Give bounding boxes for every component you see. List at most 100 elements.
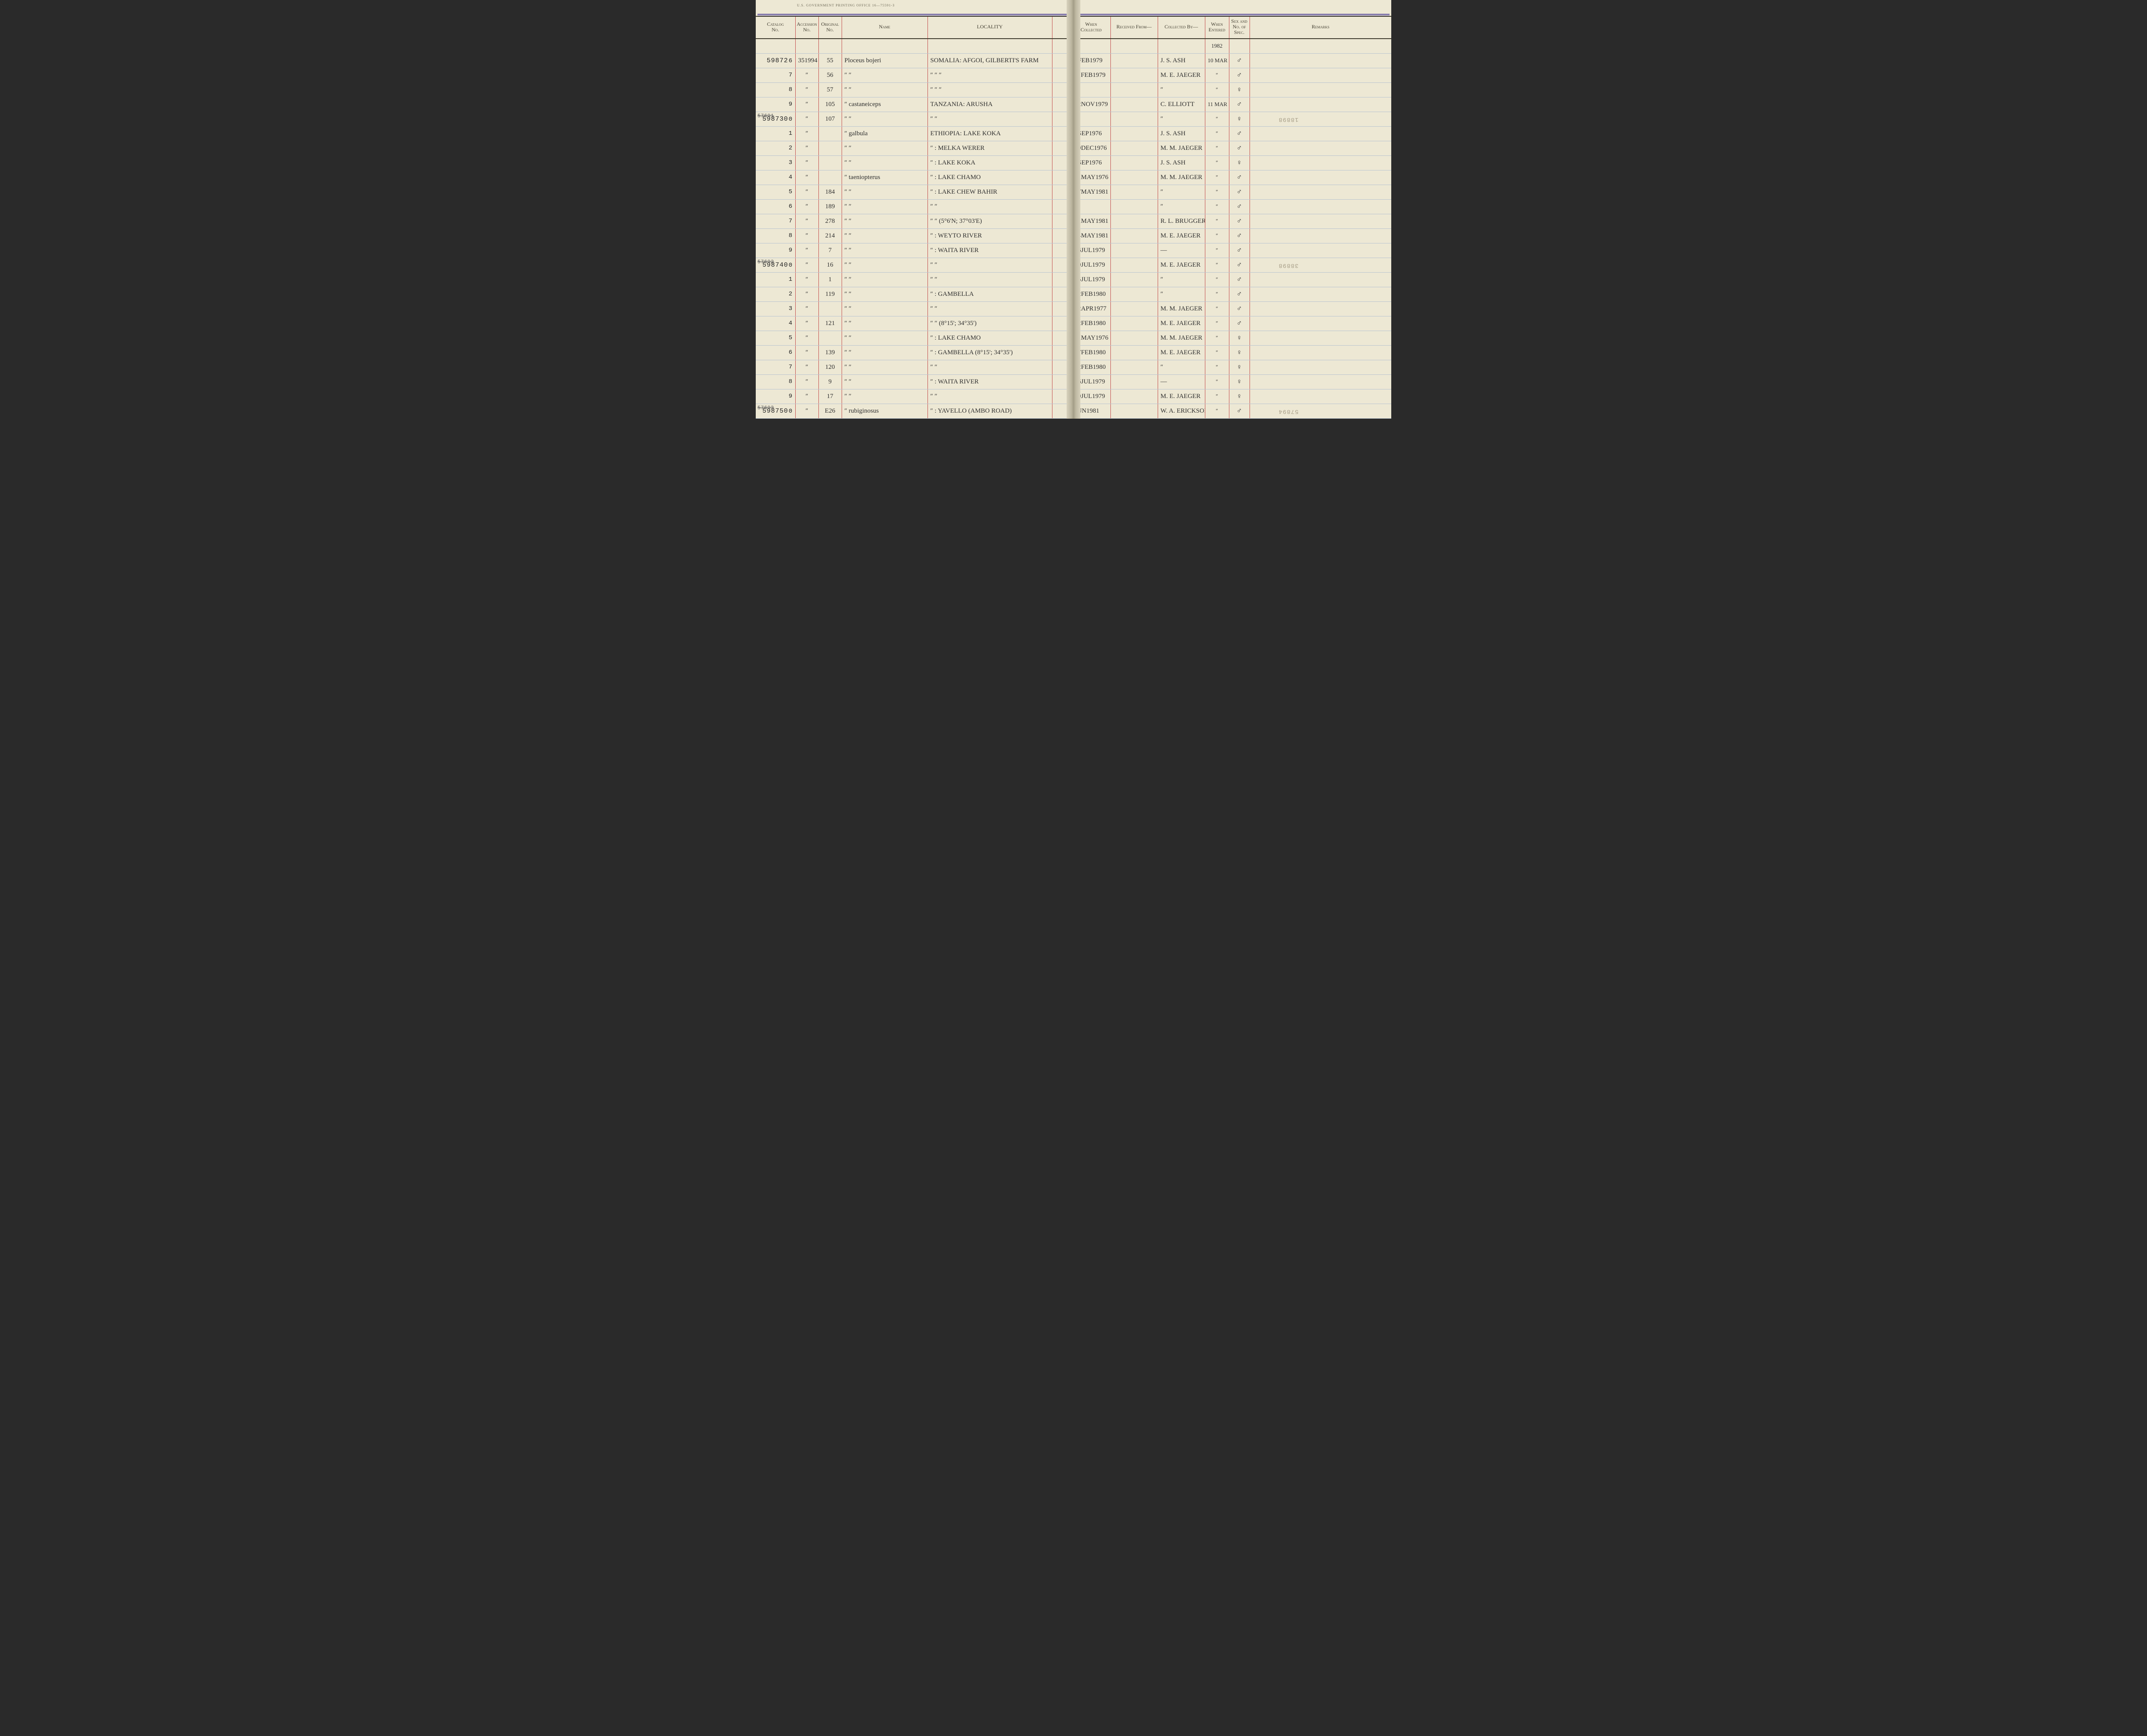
- accession-cell: ″: [795, 389, 818, 404]
- received-cell: [1110, 316, 1158, 331]
- catalog-suffix: 3: [788, 159, 793, 166]
- table-row: 3″″ ″″ : LAKE KOKA37SEP1976J. S. ASH″♀: [756, 155, 1391, 170]
- accession-cell: ″: [795, 97, 818, 112]
- catalog-cell: 5: [756, 331, 795, 345]
- original-cell: 119: [818, 287, 842, 301]
- remarks-cell: [1250, 53, 1391, 68]
- when-entered-cell: ″: [1205, 331, 1229, 345]
- received-cell: [1110, 287, 1158, 301]
- when-collected-cell: ″: [1072, 199, 1110, 214]
- locality-cell: TANZANIA: ARUSHA: [928, 97, 1052, 112]
- when-entered-cell: 11 MAR: [1205, 97, 1229, 112]
- collected-by-cell: M. M. JAEGER: [1158, 141, 1205, 155]
- original-cell: 1: [818, 272, 842, 287]
- when-entered-cell: ″: [1205, 228, 1229, 243]
- line-number-cell: 0: [1052, 258, 1072, 272]
- name-cell: Ploceus bojeri: [842, 53, 928, 68]
- received-cell: [1110, 389, 1158, 404]
- table-row: 5″″ ″″ : LAKE CHAMO531MAY1976M. M. JAEGE…: [756, 331, 1391, 345]
- catalog-prefix: 59872: [766, 57, 788, 64]
- catalog-suffix: 7: [788, 364, 793, 371]
- remarks-faded: 18898: [1253, 116, 1299, 123]
- catalog-suffix: 5: [788, 188, 793, 195]
- table-row: 6″139″ ″″ : GAMBELLA (8°15'; 34°35')617F…: [756, 345, 1391, 360]
- accession-cell: ″: [795, 360, 818, 374]
- when-entered-cell: ″: [1205, 199, 1229, 214]
- sex-cell: ♀: [1229, 360, 1250, 374]
- accession-cell: ″: [795, 199, 818, 214]
- locality-cell: ″ ″: [928, 389, 1052, 404]
- remarks-cell: [1250, 243, 1391, 258]
- original-cell: 56: [818, 68, 842, 82]
- catalog-suffix: 7: [788, 218, 793, 225]
- original-cell: 278: [818, 214, 842, 228]
- collected-by-cell: M. M. JAEGER: [1158, 170, 1205, 185]
- original-cell: E26: [818, 404, 842, 418]
- catalog-cell: 7: [756, 214, 795, 228]
- received-cell: [1110, 272, 1158, 287]
- collected-by-cell: M. M. JAEGER: [1158, 301, 1205, 316]
- original-cell: 189: [818, 199, 842, 214]
- catalog-strike: 57692: [757, 259, 774, 265]
- catalog-suffix: 8: [788, 378, 793, 385]
- collected-by-cell: J. S. ASH: [1158, 126, 1205, 141]
- table-row: 59872635199455Ploceus bojeriSOMALIA: AFG…: [756, 53, 1391, 68]
- table-row: 2″″ ″″ : MELKA WERER229DEC1976M. M. JAEG…: [756, 141, 1391, 155]
- col-collected: Collected By—: [1158, 16, 1205, 39]
- remarks-cell: [1250, 97, 1391, 112]
- catalog-suffix: 5: [788, 334, 793, 341]
- line-number-cell: 9: [1052, 389, 1072, 404]
- line-number-cell: 8: [1052, 82, 1072, 97]
- collected-by-cell: ″: [1158, 272, 1205, 287]
- accession-cell: ″: [795, 214, 818, 228]
- when-entered-cell: ″: [1205, 287, 1229, 301]
- entered-year-cell: 1982: [1205, 39, 1229, 54]
- received-cell: [1110, 112, 1158, 126]
- col-when-collected: WhenCollected: [1072, 16, 1110, 39]
- collected-by-cell: ″: [1158, 360, 1205, 374]
- when-collected-cell: 16JUL1979: [1072, 374, 1110, 389]
- collected-by-cell: C. ELLIOTT: [1158, 97, 1205, 112]
- col-sex: Sex andNo. ofSpec.: [1229, 16, 1250, 39]
- ledger-body: 1982 59872635199455Ploceus bojeriSOMALIA…: [756, 39, 1391, 419]
- catalog-cell: 1: [756, 272, 795, 287]
- catalog-cell: 3: [756, 301, 795, 316]
- received-cell: [1110, 214, 1158, 228]
- line-number-cell: 7: [1052, 214, 1072, 228]
- received-cell: [1110, 126, 1158, 141]
- line-number-cell: 6: [1052, 345, 1072, 360]
- sex-cell: ♂: [1229, 258, 1250, 272]
- collected-by-cell: M. E. JAEGER: [1158, 228, 1205, 243]
- table-row: 576915987300″107″ ″″ ″0″″″♀18898: [756, 112, 1391, 126]
- table-row: 7″278″ ″″ ″ (5°6'N; 37°03'E)731MAY1981R.…: [756, 214, 1391, 228]
- when-entered-cell: ″: [1205, 389, 1229, 404]
- original-cell: 120: [818, 360, 842, 374]
- when-entered-cell: ″: [1205, 404, 1229, 418]
- sex-cell: ♂: [1229, 199, 1250, 214]
- top-rule-heavy: [757, 14, 1390, 15]
- original-cell: 16: [818, 258, 842, 272]
- sex-cell: ♂: [1229, 404, 1250, 418]
- col-linenum: [1052, 16, 1072, 39]
- locality-cell: ″ ″: [928, 360, 1052, 374]
- col-received: Received From—: [1110, 16, 1158, 39]
- when-collected-cell: 3FEB1979: [1072, 53, 1110, 68]
- when-collected-cell: 12FEB1980: [1072, 316, 1110, 331]
- catalog-cell: 6: [756, 345, 795, 360]
- table-row: 576925987400″16″ ″″ ″019JUL1979M. E. JAE…: [756, 258, 1391, 272]
- original-cell: 107: [818, 112, 842, 126]
- name-cell: ″ ″: [842, 345, 928, 360]
- name-cell: ″ ″: [842, 374, 928, 389]
- remarks-cell: [1250, 316, 1391, 331]
- remarks-cell: [1250, 287, 1391, 301]
- locality-cell: ″ : LAKE KOKA: [928, 155, 1052, 170]
- col-accession: AccessionNo.: [795, 16, 818, 39]
- collected-by-cell: J. S. ASH: [1158, 53, 1205, 68]
- name-cell: ″ ″: [842, 243, 928, 258]
- received-cell: [1110, 68, 1158, 82]
- sex-cell: ♂: [1229, 287, 1250, 301]
- sex-cell: ♂: [1229, 53, 1250, 68]
- accession-cell: ″: [795, 185, 818, 199]
- line-number-cell: 7: [1052, 360, 1072, 374]
- when-collected-cell: 19JUL1979: [1072, 258, 1110, 272]
